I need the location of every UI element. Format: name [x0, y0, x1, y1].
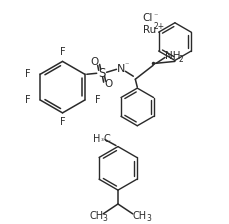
Text: O: O [91, 57, 99, 67]
Text: F: F [60, 117, 65, 127]
Text: NH: NH [165, 52, 181, 61]
Text: 3: 3 [146, 214, 151, 223]
Text: H: H [93, 134, 101, 144]
Text: S: S [98, 67, 105, 80]
Text: ⁻: ⁻ [153, 11, 158, 20]
Text: F: F [25, 95, 30, 105]
Text: C: C [104, 134, 110, 144]
Text: Ru: Ru [143, 25, 156, 35]
Text: F: F [95, 95, 101, 105]
Text: 2: 2 [178, 55, 183, 64]
Text: F: F [60, 47, 65, 58]
Text: 2+: 2+ [154, 22, 165, 31]
Text: 3: 3 [103, 214, 108, 223]
Text: Cl: Cl [142, 13, 153, 23]
Text: CH: CH [133, 211, 147, 221]
Text: N: N [117, 64, 126, 74]
Text: ⁻: ⁻ [124, 60, 129, 69]
Text: ₃: ₃ [101, 136, 104, 142]
Text: F: F [25, 69, 30, 79]
Text: CH: CH [89, 211, 103, 221]
Text: O: O [104, 79, 113, 89]
